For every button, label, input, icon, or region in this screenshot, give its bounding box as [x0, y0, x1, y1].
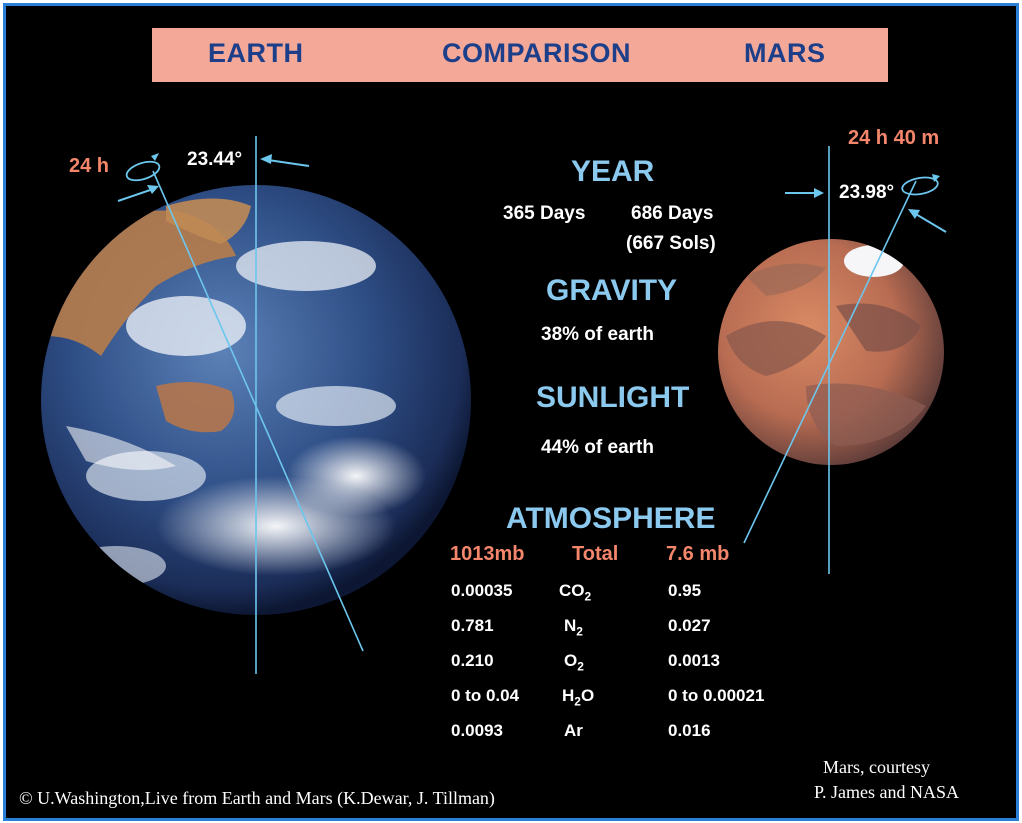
gas-ar: Ar [564, 721, 583, 740]
mars-n2: 0.027 [668, 616, 711, 635]
gravity-value: 38% of earth [541, 324, 654, 345]
sunlight-title: SUNLIGHT [536, 381, 690, 414]
earth-rotation-period: 24 h [69, 155, 110, 177]
gas-o2: O2 [564, 651, 584, 674]
header-earth: EARTH [208, 38, 304, 68]
atmosphere-earth-total: 1013mb [450, 543, 525, 565]
title-banner: EARTH COMPARISON MARS [152, 28, 888, 82]
gas-n2: N2 [564, 616, 583, 639]
mars-co2: 0.95 [668, 581, 702, 600]
earth-axial-tilt: 23.44° [187, 149, 243, 170]
diagram-frame: EARTH COMPARISON MARS 24 h 23.44° 24 h 4… [3, 3, 1019, 821]
header-mars: MARS [744, 38, 826, 68]
gas-h2o: H2O [562, 686, 595, 709]
mars-axial-tilt: 23.98° [839, 182, 895, 203]
earth-n2: 0.781 [451, 616, 494, 635]
year-mars-sols: (667 Sols) [626, 233, 716, 254]
mars-o2: 0.0013 [668, 651, 720, 670]
year-earth: 365 Days [503, 203, 586, 224]
mars-rotation-period: 24 h 40 m [848, 127, 940, 149]
mars-tilted-axis [743, 180, 917, 544]
sunlight-value: 44% of earth [541, 437, 654, 458]
atmosphere-title: ATMOSPHERE [506, 502, 716, 535]
atmosphere-mars-total: 7.6 mb [666, 543, 730, 565]
gravity-title: GRAVITY [546, 274, 678, 307]
earth-co2: 0.00035 [451, 581, 513, 600]
planet-illustration [41, 136, 947, 674]
atmosphere-total-label: Total [572, 543, 619, 565]
mars-rotation-arrow [901, 176, 939, 196]
earth-o2: 0.210 [451, 651, 494, 670]
earth-ar: 0.0093 [451, 721, 503, 740]
year-mars: 686 Days [631, 203, 714, 224]
copyright-credit: © U.Washington,Live from Earth and Mars … [19, 788, 495, 808]
earth-tilted-axis [152, 170, 364, 652]
gas-co2: CO2 [559, 581, 592, 604]
header-comparison: COMPARISON [442, 38, 632, 68]
mars-h2o: 0 to 0.00021 [668, 686, 765, 705]
mars-tilt-arrow-right [913, 212, 947, 233]
earth-h2o: 0 to 0.04 [451, 686, 520, 705]
year-title: YEAR [571, 155, 655, 188]
mars-ar: 0.016 [668, 721, 711, 740]
earth-tilt-arrow-right [267, 159, 310, 167]
mars-credit-line1: Mars, courtesy [823, 757, 930, 777]
earth-tilt-arrow-left [117, 187, 157, 202]
earth-rotation-arrow [125, 160, 161, 182]
mars-credit-line2: P. James and NASA [814, 782, 960, 802]
mars-globe [718, 239, 944, 465]
